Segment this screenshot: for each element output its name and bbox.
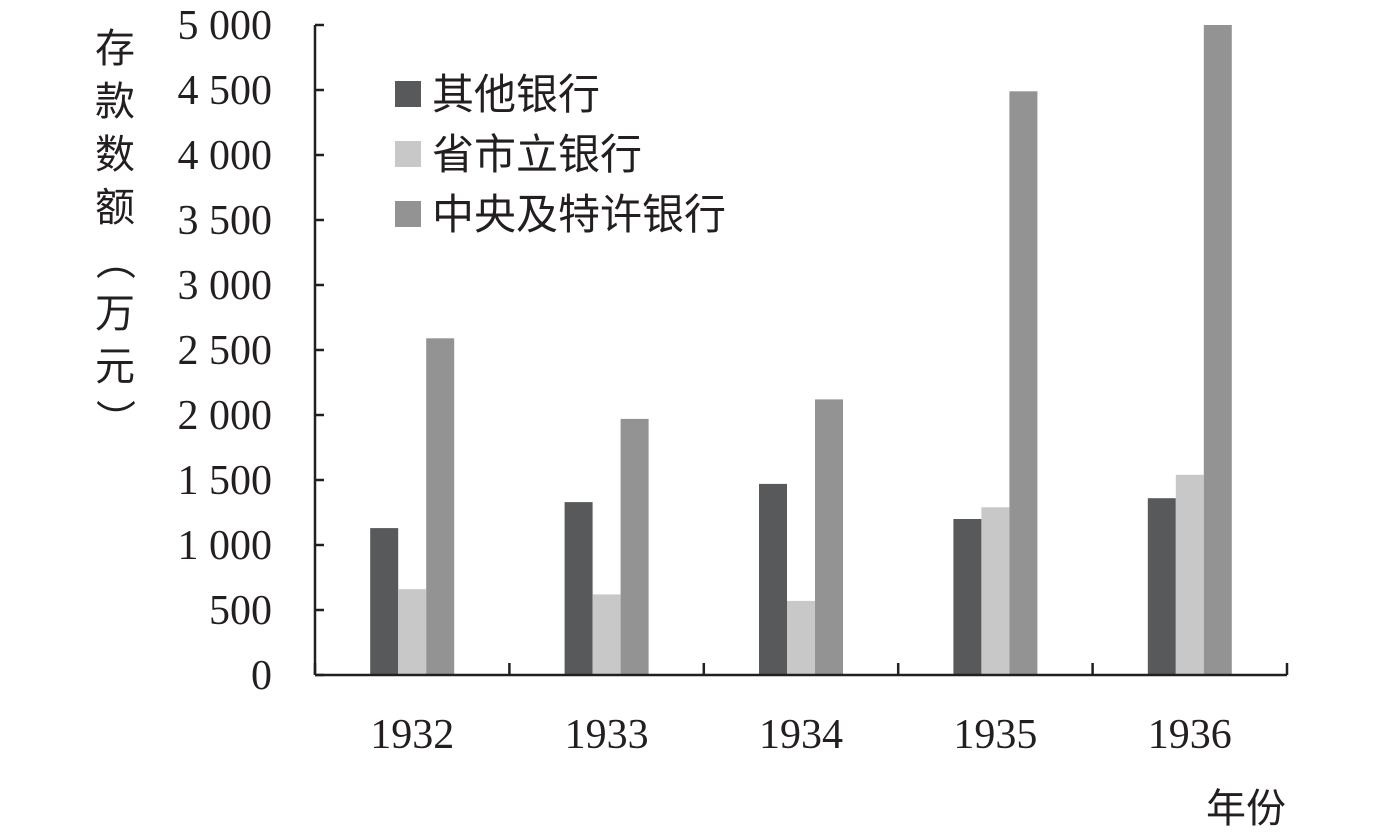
legend-swatch (395, 201, 421, 227)
y-axis-label-char: 元 (95, 344, 135, 390)
y-tick-label: 0 (251, 653, 272, 699)
x-tick-label: 1932 (370, 712, 454, 758)
y-axis-label-char: ） (91, 399, 137, 439)
bar-1934-series-0 (759, 483, 787, 675)
bar-1933-series-0 (564, 502, 593, 675)
y-axis-label-char: 万 (95, 291, 135, 337)
y-axis-label-char: 存 (95, 26, 135, 72)
y-ticks-group: 0 500 1 000 1 500 2 000 2 500 3 000 3 500 4 000 4… (178, 3, 324, 699)
y-tick-label: 1 000 (178, 523, 273, 569)
y-tick-label: 2 500 (178, 328, 273, 374)
x-tick-label: 1936 (1148, 712, 1232, 758)
y-axis-label-char: 数 (95, 132, 135, 178)
bar-1932-series-1 (398, 589, 427, 675)
bar-1932-series-0 (370, 528, 399, 675)
axes-group (313, 25, 1287, 677)
y-tick-label: 4 500 (178, 68, 273, 114)
legend-swatch (395, 81, 421, 107)
y-tick-label: 5 000 (178, 3, 273, 49)
x-ticks-group: 1932 1933 1934 1935 1936 (313, 663, 1289, 758)
bar-1932-series-2 (426, 338, 455, 675)
bar-1935-series-2 (1009, 91, 1038, 676)
y-tick-label: 4 000 (178, 133, 273, 179)
bar-1933-series-2 (620, 418, 649, 675)
bar-1936-series-1 (1175, 474, 1204, 675)
legend-label: 其他银行 (432, 70, 600, 119)
bar-1936-series-0 (1147, 498, 1176, 675)
bars-group (370, 25, 1232, 676)
x-tick-label: 1934 (759, 712, 843, 758)
y-tick-label: 2 000 (178, 393, 273, 439)
bar-1935-series-0 (953, 519, 982, 675)
y-tick-label: 1 500 (178, 458, 273, 504)
y-axis-label-char: 额 (95, 185, 135, 231)
bar-1933-series-1 (592, 594, 621, 675)
y-tick-label: 3 500 (178, 198, 273, 244)
y-tick-label: 500 (209, 588, 272, 634)
bar-1934-series-1 (787, 600, 815, 675)
bar-1934-series-2 (815, 399, 843, 675)
y-axis-label-char: 款 (95, 79, 135, 125)
bar-1936-series-2 (1203, 25, 1232, 675)
x-tick-label: 1935 (953, 712, 1037, 758)
y-axis-label-char: （ (91, 240, 137, 280)
x-tick-label: 1933 (565, 712, 649, 758)
legend-label: 中央及特许银行 (432, 190, 726, 239)
y-tick-label: 3 000 (178, 263, 273, 309)
legend-label: 省市立银行 (432, 130, 642, 179)
legend-swatch (395, 141, 421, 167)
x-axis-label: 年份 (1206, 786, 1286, 832)
bar-1935-series-1 (981, 507, 1010, 675)
